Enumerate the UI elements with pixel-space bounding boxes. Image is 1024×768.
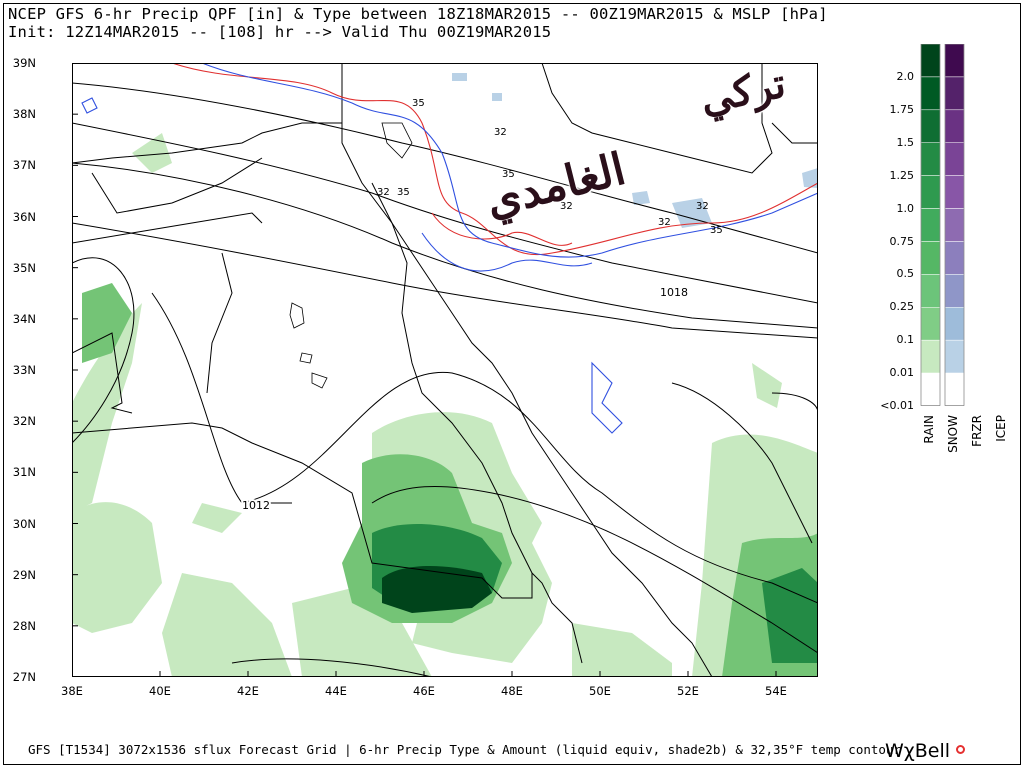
legend-rain-swatch <box>920 307 941 341</box>
legend-value-label: 0.01 <box>889 366 915 380</box>
snow-shading <box>452 73 818 228</box>
temp-label: 35 <box>412 98 425 109</box>
temp-label: 32 <box>560 201 573 212</box>
temp-contour-35 <box>171 63 818 256</box>
logo-dot-icon <box>956 745 965 754</box>
legend-snow-swatch <box>944 307 965 341</box>
longitude-label: 40E <box>149 684 171 698</box>
legend-category-rain: RAIN <box>922 415 936 444</box>
legend-column-border <box>920 44 941 406</box>
latitude-label: 38N <box>12 107 36 122</box>
temp-label: 35 <box>397 187 410 198</box>
borders <box>72 63 818 677</box>
legend-snow-swatch <box>944 175 965 209</box>
legend-snow-swatch <box>944 76 965 111</box>
longitude-label: 50E <box>589 684 611 698</box>
latitude-label: 30N <box>12 516 36 531</box>
longitude-label: 42E <box>237 684 259 698</box>
footer-caption: GFS [T1534] 3072x1536 sflux Forecast Gri… <box>28 742 901 757</box>
legend-rain-swatch <box>920 274 941 308</box>
latitude-label: 34N <box>12 311 36 326</box>
legend-value-label: 1.25 <box>889 168 915 182</box>
longitude-label: 38E <box>61 684 83 698</box>
legend-rain-swatch <box>920 142 941 176</box>
temp-label: 35 <box>502 169 515 180</box>
legend-value-label: 0.75 <box>889 234 915 248</box>
legend-value-label: 0.25 <box>889 300 915 314</box>
image-frame <box>3 3 1021 765</box>
legend-rain-swatch <box>920 372 941 406</box>
latitude-label: 37N <box>12 158 36 173</box>
precip-legend <box>920 44 965 406</box>
longitude-label: 54E <box>765 684 787 698</box>
legend-value-label: 0.1 <box>896 333 915 347</box>
legend-snow-swatch <box>944 339 965 374</box>
legend-rain-swatch <box>920 109 941 143</box>
legend-value-label: <0.01 <box>880 399 914 413</box>
isobars <box>72 82 818 677</box>
rain-shading-max <box>382 566 492 613</box>
latitude-label: 35N <box>12 260 36 275</box>
legend-snow-swatch <box>944 372 965 406</box>
legend-column-border <box>944 44 965 406</box>
isobar-label-1018: 1018 <box>660 286 688 299</box>
legend-rain-swatch <box>920 44 941 78</box>
latitude-label: 28N <box>12 618 36 633</box>
legend-snow-swatch <box>944 241 965 275</box>
temp-label: 32 <box>377 187 390 198</box>
legend-snow-swatch <box>944 44 965 78</box>
legend-value-label: 1.0 <box>896 201 915 215</box>
precip-map: 1018 1012 35 32 32 35 35 32 32 32 35 <box>72 63 818 677</box>
longitude-label: 52E <box>677 684 699 698</box>
legend-snow-swatch <box>944 208 965 242</box>
legend-category-snow: SNOW <box>946 415 960 453</box>
latitude-label: 29N <box>12 567 36 582</box>
longitude-label: 46E <box>413 684 435 698</box>
legend-value-label: 2.0 <box>896 70 915 83</box>
latitude-label: 32N <box>12 414 36 429</box>
temp-label: 32 <box>494 127 507 138</box>
longitude-label: 48E <box>501 684 523 698</box>
chart-title: NCEP GFS 6-hr Precip QPF [in] & Type bet… <box>8 5 828 23</box>
wxbell-logo: WχBell <box>885 740 951 762</box>
latitude-label: 33N <box>12 363 36 377</box>
legend-rain-swatch <box>920 208 941 242</box>
legend-rain-swatch <box>920 175 941 209</box>
legend-rain-swatch <box>920 241 941 275</box>
legend-snow-swatch <box>944 109 965 143</box>
temp-contour-32 <box>81 63 818 434</box>
legend-value-label: 0.5 <box>896 267 915 281</box>
chart-subtitle: Init: 12Z14MAR2015 -- [108] hr --> Valid… <box>8 23 552 41</box>
legend-rain-swatch <box>920 339 941 374</box>
legend-category-icep: ICEP <box>994 415 1008 442</box>
legend-rain-swatch <box>920 76 941 111</box>
islands <box>289 122 413 389</box>
latitude-label: 36N <box>12 209 36 224</box>
latitude-label: 31N <box>12 465 36 480</box>
latitude-label: 39N <box>12 56 36 70</box>
temp-label: 32 <box>696 201 709 212</box>
legend-snow-swatch <box>944 142 965 176</box>
legend-category-frzr: FRZR <box>970 415 984 447</box>
longitude-label: 44E <box>325 684 347 698</box>
temp-label: 32 <box>658 217 671 228</box>
latitude-label: 27N <box>12 670 36 684</box>
isobar-label-1012: 1012 <box>242 499 270 512</box>
legend-value-label: 1.5 <box>896 135 915 149</box>
temp-label: 35 <box>710 225 723 236</box>
legend-value-label: 1.75 <box>889 102 915 116</box>
legend-snow-swatch <box>944 274 965 308</box>
